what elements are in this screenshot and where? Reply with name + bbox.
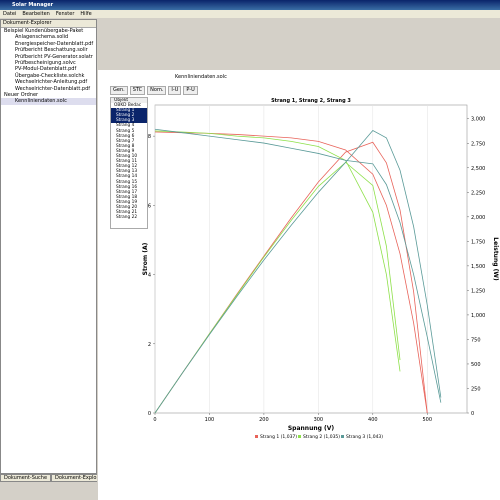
explorer: Dokument-Explorer Beispiel Kundenübergab… — [0, 19, 97, 474]
list-root[interactable]: OBKD Bedac — [114, 103, 142, 109]
y2-tick-label: 3,000 — [471, 117, 485, 123]
list-item[interactable]: Strang 20 — [116, 204, 138, 210]
tool-button[interactable]: Nom. — [147, 86, 167, 95]
list-item[interactable]: Strang 6 — [116, 133, 135, 139]
list-item[interactable]: Strang 19 — [116, 199, 138, 205]
list-item[interactable]: Strang 8 — [116, 143, 135, 149]
tab[interactable]: Dokument-Explorer — [51, 474, 97, 482]
list-item[interactable]: Strang 9 — [116, 148, 135, 154]
menu-item[interactable]: Bearbeiten — [22, 11, 50, 17]
y2-tick-label: 0 — [471, 411, 474, 417]
x-tick-label: 200 — [259, 417, 269, 423]
x-axis-label: Spannung (V) — [288, 425, 335, 432]
list-item[interactable]: Strang 14 — [116, 174, 138, 180]
list-item[interactable]: Strang 1 — [111, 108, 147, 114]
menu-item[interactable]: Datei — [3, 11, 17, 17]
y2-tick-label: 500 — [471, 362, 481, 368]
x-tick-label: 100 — [205, 417, 215, 423]
y2-tick-label: 1,750 — [471, 239, 485, 245]
explorer-title: Dokument-Explorer — [1, 20, 96, 28]
current-line — [154, 130, 401, 372]
y-tick-label: 8 — [148, 134, 151, 140]
x-tick-label: 400 — [368, 417, 378, 423]
tree-item[interactable]: Prüfbericht PV-Generator.solatr — [15, 53, 93, 60]
list-item[interactable]: Strang 7 — [116, 138, 135, 144]
list-item[interactable]: Strang 5 — [116, 128, 135, 134]
list-item[interactable]: Strang 10 — [116, 154, 138, 160]
tree-item[interactable]: Neuer Ordner — [4, 91, 39, 98]
legend-label: Strang 3 (1,043) — [346, 434, 383, 440]
current-line — [154, 128, 442, 403]
legend-label: Strang 1 (1,037) — [260, 434, 297, 440]
legend-swatch — [341, 435, 344, 438]
tab[interactable]: Dokument-Suche — [0, 474, 52, 482]
x-tick-label: 0 — [153, 417, 156, 423]
list-item[interactable]: Strang 2 — [111, 113, 147, 119]
y-tick-label: 0 — [148, 411, 151, 417]
power-line — [154, 129, 442, 414]
tool-button[interactable]: I-U — [168, 86, 182, 95]
tree-item[interactable]: Anlagenschema.solid — [15, 34, 69, 41]
y2-tick-label: 750 — [471, 337, 481, 343]
list-item[interactable]: Strang 16 — [116, 184, 138, 190]
tree-item[interactable]: Übergabe-Checkliste.solchk — [15, 72, 85, 79]
document-tab[interactable]: Kennliniendaten.solc — [175, 74, 227, 80]
y2-tick-label: 2,750 — [471, 141, 485, 147]
object-list: Objekt OBKD Bedac Strang 1 Strang 2 Strang 3… — [110, 97, 148, 229]
x-tick-label: 500 — [422, 417, 432, 423]
y2-tick-label: 1,250 — [471, 288, 485, 294]
tree-item[interactable]: PV-Modul-Datenblatt.pdf — [15, 66, 77, 73]
tool-button[interactable]: STC — [129, 86, 146, 95]
toolbar: Gen. STC Nom. I-U P-U — [110, 86, 200, 95]
tree-item[interactable]: Energiespeicher-Datenblatt.pdf — [15, 40, 94, 47]
legend-swatch — [298, 435, 301, 438]
list-item[interactable]: Strang 13 — [116, 169, 138, 175]
y2-tick-label: 2,000 — [471, 215, 485, 221]
menu-item[interactable]: Hilfe — [80, 11, 92, 17]
list-item[interactable]: Strang 21 — [116, 210, 138, 216]
y2-tick-label: 1,500 — [471, 264, 485, 270]
legend-swatch — [255, 435, 258, 438]
list-item[interactable]: Strang 4 — [116, 123, 135, 129]
tree-item[interactable]: Prüfbericht Beschattung.solir — [15, 47, 88, 54]
y2-tick-label: 1,000 — [471, 313, 485, 319]
menu-bar: Datei Bearbeiten Fenster Hilfe — [0, 10, 500, 18]
tree-item[interactable]: Prüfbescheinigung.solvc — [15, 59, 76, 66]
list-item[interactable]: Strang 17 — [116, 189, 138, 195]
list-header: Objekt — [111, 98, 147, 104]
tree-item[interactable]: Beispiel Kundenübergabe-Paket — [4, 28, 84, 34]
list-item[interactable]: Strang 11 — [116, 159, 138, 165]
list-item[interactable]: Strang 12 — [116, 164, 138, 170]
tool-button[interactable]: P-U — [183, 86, 198, 95]
list-item[interactable]: Strang 22 — [116, 215, 138, 221]
y2-tick-label: 2,250 — [471, 190, 485, 196]
y2-tick-label: 2,500 — [471, 166, 485, 172]
tree: Beispiel Kundenübergabe-Paket Anlagensche… — [1, 28, 96, 105]
y-tick-label: 6 — [148, 203, 151, 209]
y-tick-label: 2 — [148, 342, 151, 348]
legend-label: Strang 2 (1,035) — [303, 434, 340, 440]
y2-axis-label: Leistung (W) — [492, 237, 499, 281]
y-tick-label: 4 — [148, 273, 151, 279]
plot-area — [154, 104, 468, 414]
tree-item[interactable]: Wechselrichter-Anleitung.pdf — [15, 79, 88, 86]
title-bar: Solar Manager — [0, 0, 500, 10]
menu-item[interactable]: Fenster — [55, 11, 75, 17]
list-item[interactable]: Strang 3 — [111, 118, 147, 124]
list-item[interactable]: Strang 15 — [116, 179, 138, 185]
tree-item[interactable]: Kennliniendaten.solc — [1, 98, 96, 105]
y-axis-label: Strom (A) — [142, 242, 149, 275]
list-item[interactable]: Strang 18 — [116, 194, 138, 200]
x-tick-label: 300 — [314, 417, 324, 423]
tree-item[interactable]: Wechselrichter-Datenblatt.pdf — [15, 85, 91, 92]
y2-tick-label: 250 — [471, 386, 481, 392]
chart-title: Strang 1, Strang 2, Strang 3 — [271, 98, 351, 104]
tool-button[interactable]: Gen. — [110, 86, 128, 95]
